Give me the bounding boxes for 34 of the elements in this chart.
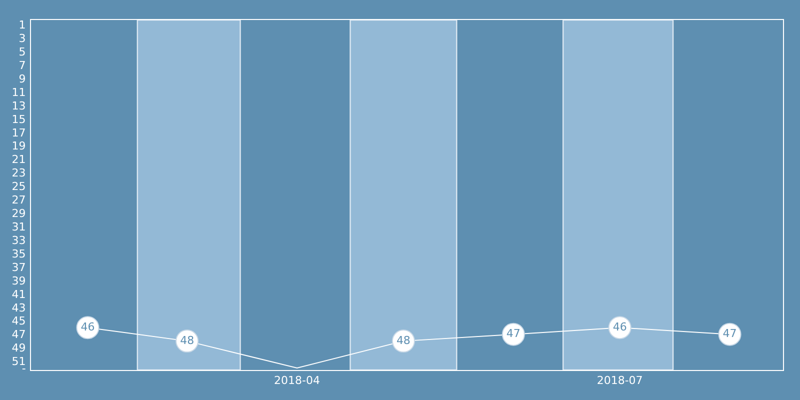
y-tick-label: 29	[12, 207, 26, 220]
y-tick-label: 17	[12, 126, 26, 140]
y-tick-label: 3	[18, 32, 26, 46]
y-tick-label: 15	[12, 112, 26, 126]
y-tick-label: 13	[12, 99, 26, 112]
data-label: 47	[722, 327, 737, 340]
y-tick-label: 21	[12, 153, 26, 166]
x-tick-label: 2018-04	[274, 374, 320, 388]
y-tick-label: 51	[12, 355, 26, 368]
y-tick-label: 11	[12, 86, 26, 99]
y-tick-label: 33	[12, 234, 26, 247]
y-tick-label: 35	[12, 247, 26, 260]
y-tick-label: 19	[12, 140, 26, 153]
data-label: 48	[180, 334, 194, 347]
y-tick-label: 9	[18, 72, 26, 86]
y-tick-label: 23	[12, 166, 26, 180]
y-tick-label: 47	[12, 328, 26, 342]
y-tick-label: 37	[12, 260, 26, 274]
y-tick-label: 39	[12, 274, 26, 288]
data-label: 47	[506, 327, 520, 340]
data-label: 48	[396, 334, 410, 347]
y-tick-label: 27	[12, 194, 26, 207]
y-tick-label: 7	[18, 58, 26, 72]
y-tick-label: 43	[12, 301, 26, 314]
y-tick-label: 41	[12, 288, 26, 301]
data-label: 46	[80, 320, 95, 334]
data-label: 46	[612, 320, 627, 334]
y-tick-label: 31	[12, 220, 26, 234]
y-tick-label: 49	[12, 342, 26, 355]
y-tick-label: 5	[18, 45, 26, 58]
y-tick-label: 25	[12, 180, 26, 194]
y-tick-label: 45	[12, 314, 26, 328]
x-tick-label: 2018-07	[596, 374, 643, 388]
y-tick-label: 1	[18, 18, 26, 32]
